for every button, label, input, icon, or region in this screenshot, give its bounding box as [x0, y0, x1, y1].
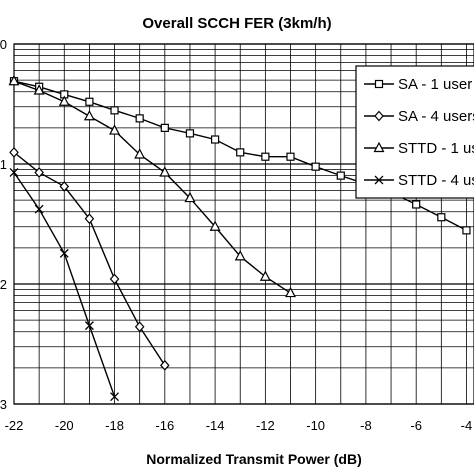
triangle-marker [373, 141, 385, 153]
legend-entry: SA - 4 users [364, 108, 474, 125]
x-tick-label: -12 [256, 418, 275, 433]
diamond-marker [374, 110, 384, 122]
diamond-marker [84, 213, 95, 225]
triangle-marker [209, 220, 221, 231]
triangle-marker [8, 74, 20, 86]
diamond-marker [109, 273, 120, 285]
square-marker [462, 226, 471, 235]
x-marker [34, 204, 44, 214]
triangle-marker [33, 84, 45, 95]
square-marker [210, 135, 220, 144]
x-axis-label: Normalized Transmit Power (dB) [146, 451, 361, 467]
y-axis-ticks: 0 1 2 3 [0, 37, 7, 412]
x-tick-label: -14 [206, 418, 225, 433]
x-tick-label: -8 [360, 418, 372, 433]
x-tick-label: -6 [410, 418, 422, 433]
legend-label: SA - 1 user [398, 76, 472, 93]
series-line [13, 80, 291, 294]
diamond-marker [160, 359, 170, 371]
triangle-marker [234, 250, 246, 261]
x-tick-label: -4 [461, 418, 473, 433]
triangle-marker [109, 124, 121, 135]
y-tick-label: 2 [0, 277, 7, 292]
square-marker [160, 123, 169, 132]
diamond-marker [59, 181, 70, 192]
square-marker [311, 162, 320, 171]
triangle-marker [285, 286, 296, 298]
square-marker [286, 152, 295, 161]
x-marker [59, 248, 69, 258]
x-tick-label: -22 [5, 418, 24, 433]
triangle-marker [134, 148, 146, 159]
series-3 [8, 74, 296, 298]
square-marker [412, 200, 421, 209]
legend-label: SA - 4 users [398, 108, 474, 125]
triangle-marker [159, 166, 171, 177]
square-marker [336, 171, 345, 180]
x-tick-label: -16 [155, 418, 174, 433]
triangle-marker [83, 109, 95, 121]
y-tick-label: 3 [0, 397, 7, 412]
x-marker [84, 321, 94, 331]
square-marker [110, 106, 119, 115]
diamond-marker [134, 321, 145, 333]
legend: SA - 1 user SA - 4 users STTD - 1 user STTD… [355, 65, 474, 199]
square-marker [185, 129, 195, 138]
x-marker [110, 392, 120, 402]
x-marker [374, 175, 384, 185]
y-tick-label: 0 [0, 37, 7, 52]
legend-entry: STTD - 1 user [364, 140, 474, 157]
square-marker [261, 152, 270, 161]
triangle-marker [259, 270, 271, 281]
series-2 [9, 146, 170, 371]
triangle-marker [58, 95, 70, 106]
diamond-marker [9, 146, 19, 158]
legend-label: STTD - 4 users [398, 172, 474, 189]
y-tick-label: 1 [0, 157, 7, 172]
x-tick-label: -18 [105, 418, 124, 433]
plot-area-frame [13, 43, 474, 405]
legend-entry: STTD - 4 users [364, 172, 474, 189]
x-axis-ticks: -22 -20 -18 -16 -14 -12 -10 -8 -6 -4 [5, 418, 473, 433]
series-4 [9, 168, 120, 402]
x-tick-label: -20 [55, 418, 74, 433]
legend-label: STTD - 1 user [398, 140, 474, 157]
square-marker [236, 148, 245, 157]
x-tick-label: -10 [306, 418, 325, 433]
square-marker [135, 114, 144, 123]
triangle-marker [184, 191, 196, 203]
square-marker [437, 213, 446, 222]
x-marker [9, 168, 19, 177]
square-marker [374, 79, 384, 89]
legend-entry: SA - 1 user [364, 76, 472, 93]
chart-title: Overall SCCH FER (3km/h) [142, 15, 331, 32]
diamond-marker [34, 167, 44, 178]
square-marker [85, 97, 94, 106]
